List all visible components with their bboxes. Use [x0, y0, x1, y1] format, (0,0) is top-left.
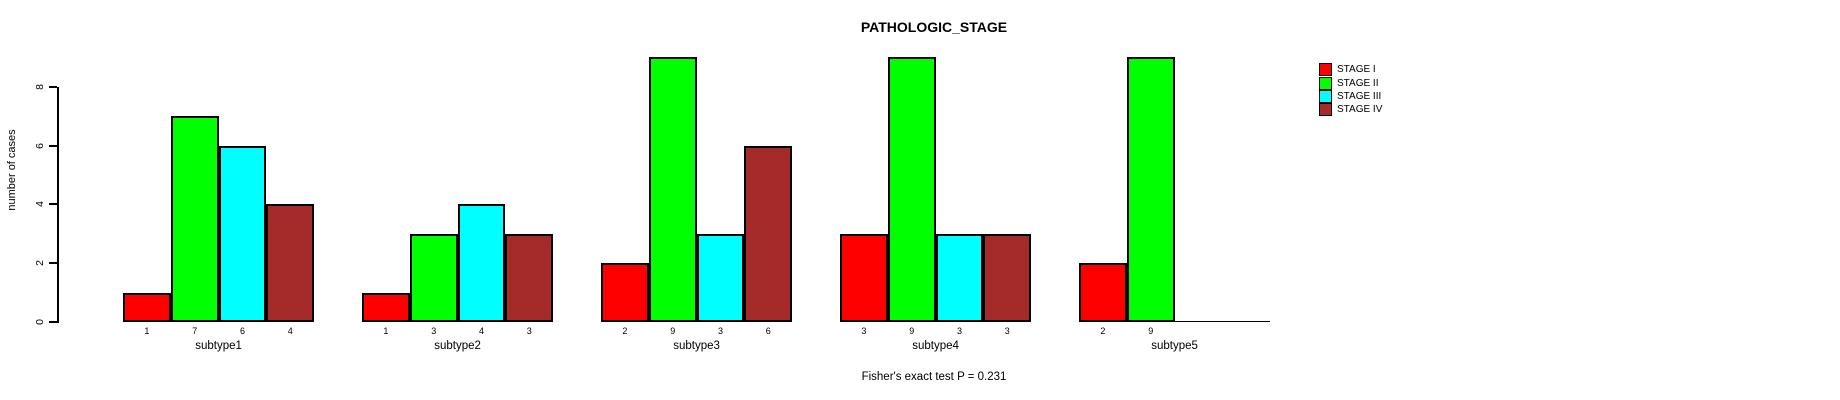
y-axis-tick: [48, 85, 57, 88]
legend-color-swatch: [1319, 103, 1332, 117]
bar-subtype1-stage-i: [123, 292, 171, 322]
bar-subtype3-stage-iv: [744, 145, 793, 322]
bar-subtype4-stage-i: [840, 233, 888, 322]
bar-value-label: 1: [383, 325, 389, 336]
bar-subtype3-stage-iii: [696, 233, 745, 322]
legend-item-stage-ii: STAGE II: [1319, 76, 1382, 90]
x-category-label: subtype4: [912, 340, 959, 352]
bar-subtype2-stage-iv: [505, 233, 554, 322]
bar-subtype4-stage-iii: [935, 233, 984, 322]
y-axis-tick-label: 2: [34, 260, 46, 267]
bar-subtype2-stage-ii: [409, 233, 458, 322]
bar-value-label: 3: [431, 325, 437, 336]
bar-value-label: 3: [956, 325, 962, 336]
legend-item-stage-i: STAGE I: [1319, 63, 1382, 77]
bar-value-label: 1: [144, 325, 150, 336]
legend-item-label: STAGE III: [1337, 90, 1382, 102]
bar-value-label: 3: [1004, 325, 1010, 336]
bar-subtype4-stage-iv: [983, 233, 1032, 322]
bar-value-label: 9: [909, 325, 915, 336]
bar-value-label: 4: [287, 325, 293, 336]
bar-value-label: 9: [670, 325, 676, 336]
x-category-label: subtype5: [1151, 340, 1198, 352]
legend: STAGE I STAGE II STAGE III STAGE IV: [1319, 63, 1382, 117]
bar-subtype3-stage-i: [601, 263, 649, 322]
bar-subtype1-stage-iii: [218, 145, 267, 322]
bar-value-label: 3: [861, 325, 867, 336]
x-category-label: subtype2: [434, 340, 481, 352]
y-axis-tick: [48, 203, 57, 206]
bar-subtype1-stage-ii: [170, 116, 219, 322]
bar-value-label: 7: [192, 325, 198, 336]
legend-color-swatch: [1319, 63, 1332, 77]
x-category-label: subtype3: [673, 340, 720, 352]
bar-subtype3-stage-ii: [648, 57, 697, 322]
y-axis-tick: [48, 144, 57, 147]
bar-value-label: 4: [478, 325, 484, 336]
fisher-test-annotation: Fisher's exact test P = 0.231: [861, 371, 1007, 383]
y-axis-tick-label: 4: [34, 201, 46, 208]
legend-item-label: STAGE IV: [1337, 104, 1383, 116]
bar-subtype2-stage-iii: [457, 204, 506, 322]
bar-subtype4-stage-ii: [887, 57, 936, 322]
bar-value-label: 2: [1100, 325, 1106, 336]
bar-subtype1-stage-iv: [266, 204, 315, 322]
bar-subtype5-stage-ii: [1126, 57, 1175, 322]
legend-color-swatch: [1319, 89, 1332, 103]
y-axis-tick-label: 6: [34, 142, 46, 149]
chart-title: PATHOLOGIC_STAGE: [860, 19, 1008, 35]
bar-value-label: 6: [765, 325, 771, 336]
x-category-label: subtype1: [195, 340, 242, 352]
legend-item-label: STAGE I: [1337, 64, 1376, 76]
bar-value-label: 3: [717, 325, 723, 336]
bar-value-label: 3: [526, 325, 532, 336]
y-axis-tick-label: 8: [34, 83, 46, 90]
bar-subtype5-stage-iv-zero: [1222, 320, 1271, 322]
bar-subtype5-stage-iii-zero: [1174, 320, 1223, 322]
y-axis-tick: [48, 262, 57, 265]
bar-subtype5-stage-i: [1079, 263, 1127, 322]
bar-subtype2-stage-i: [362, 292, 410, 322]
legend-color-swatch: [1319, 76, 1332, 90]
bar-value-label: 9: [1148, 325, 1154, 336]
legend-item-label: STAGE II: [1337, 77, 1379, 89]
y-axis-line: [56, 86, 59, 323]
y-axis-tick-label: 0: [34, 319, 46, 325]
y-axis-tick: [48, 321, 57, 323]
legend-item-stage-iv: STAGE IV: [1319, 103, 1383, 117]
legend-item-stage-iii: STAGE III: [1319, 89, 1382, 103]
bar-value-label: 6: [239, 325, 245, 336]
bar-value-label: 2: [622, 325, 628, 336]
